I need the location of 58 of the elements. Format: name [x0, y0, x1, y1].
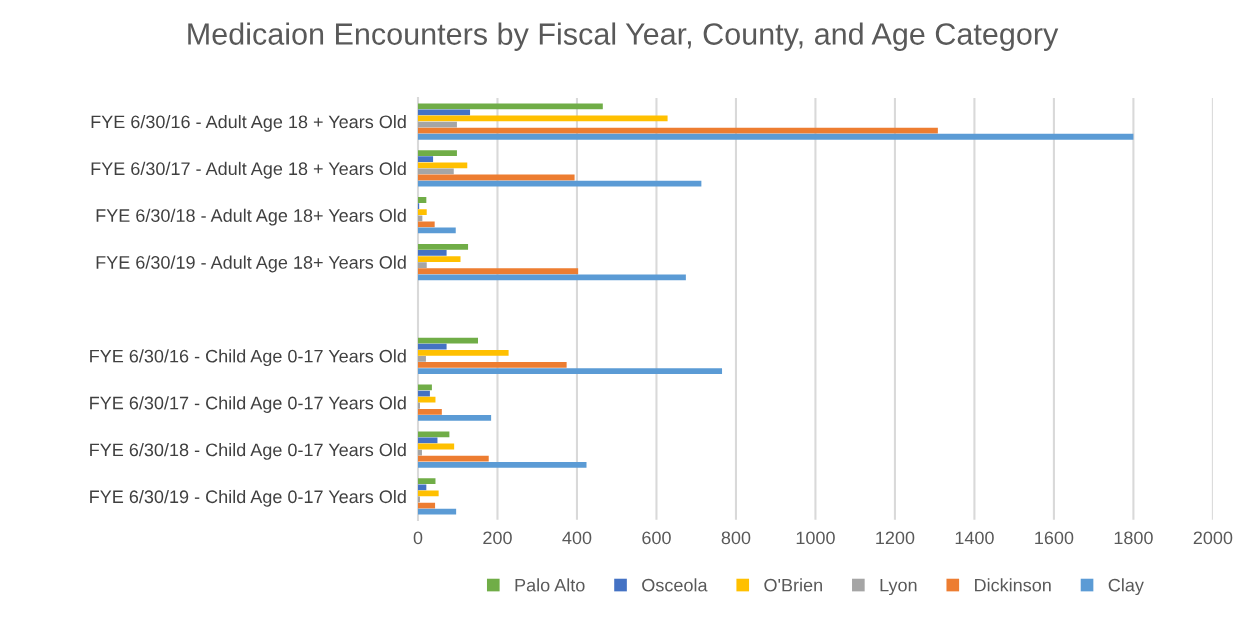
bar — [417, 133, 1134, 140]
legend-label: Clay — [1108, 578, 1144, 596]
y-tick-label: FYE 6/30/17 - Child Age 0-17 Years Old — [90, 396, 406, 413]
bar — [417, 209, 427, 216]
bar — [417, 478, 436, 485]
x-tick-label: 200 — [483, 531, 512, 545]
legend-label: Dickinson — [975, 578, 1051, 592]
bar — [417, 349, 509, 356]
x-tick-label: 1400 — [955, 531, 994, 545]
bar — [417, 396, 436, 403]
bar — [417, 243, 469, 250]
bar — [417, 508, 457, 515]
y-tick-label: FYE 6/30/18 - Adult Age 18+ Years Old — [96, 208, 406, 226]
bar — [417, 343, 447, 350]
x-tick-label: 1800 — [1114, 531, 1153, 545]
y-tick-label: FYE 6/30/19 - Child Age 0-17 Years Old — [90, 489, 406, 507]
bar — [417, 355, 426, 362]
bar — [417, 484, 427, 491]
bar — [417, 408, 442, 415]
x-tick-label: 1000 — [796, 531, 835, 545]
legend-label: Lyon — [880, 578, 917, 596]
bar — [417, 103, 603, 110]
bar — [417, 455, 489, 462]
bar — [417, 150, 457, 157]
bar — [417, 490, 439, 497]
bar — [417, 461, 587, 468]
x-tick-label: 1600 — [1035, 531, 1074, 545]
legend-label: Osceola — [642, 578, 708, 592]
bar — [417, 274, 686, 281]
y-tick-label: FYE 6/30/19 - Adult Age 18+ Years Old — [96, 255, 406, 273]
bar — [417, 162, 468, 169]
bar — [417, 127, 938, 134]
x-tick-label: 0 — [413, 531, 423, 545]
y-tick-label: FYE 6/30/18 - Child Age 0-17 Years Old — [90, 443, 406, 460]
bar — [417, 362, 567, 368]
bar — [417, 156, 434, 163]
bar — [417, 256, 461, 262]
chart-title: Medicaion Encounters by Fiscal Year, County, and Age Category — [188, 22, 1059, 51]
bar — [417, 215, 423, 222]
y-tick-label: FYE 6/30/17 - Adult Age 18 + Years Old — [91, 161, 406, 179]
bar — [417, 431, 450, 438]
bar — [417, 250, 447, 256]
x-tick-label: 1200 — [876, 531, 915, 545]
x-tick-label: 600 — [642, 531, 671, 545]
y-tick-label: FYE 6/30/16 - Adult Age 18 + Years Old — [91, 114, 406, 132]
x-tick-label: 2000 — [1193, 531, 1233, 545]
bar — [417, 109, 471, 116]
x-tick-label: 400 — [562, 531, 592, 545]
legend-label: O'Brien — [764, 578, 822, 592]
legend-label: Palo Alto — [515, 578, 585, 592]
bar — [417, 197, 427, 203]
bar — [417, 368, 723, 374]
bar — [417, 262, 427, 269]
y-tick-label: FYE 6/30/16 - Child Age 0-17 Years Old — [90, 349, 406, 367]
x-tick-label: 800 — [721, 531, 751, 545]
bar — [417, 221, 435, 228]
bar — [417, 268, 579, 275]
bar — [417, 415, 492, 421]
